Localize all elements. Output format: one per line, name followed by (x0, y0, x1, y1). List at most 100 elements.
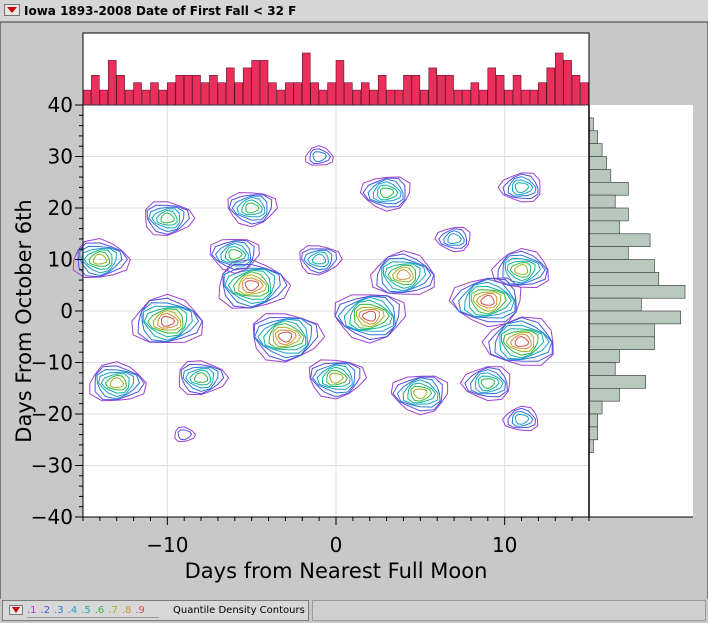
contour-line-18-1 (459, 366, 511, 402)
y-tick-label: −40 (31, 505, 73, 529)
contour-line-7-1 (370, 250, 435, 295)
contour-line-19-1 (502, 405, 539, 432)
legend-disclosure-triangle-icon[interactable] (9, 605, 23, 615)
contour-line-17-5 (407, 382, 437, 404)
top-histogram-bar (158, 89, 168, 106)
contour-line-5-8 (475, 292, 498, 309)
right-histogram-bar (588, 362, 616, 376)
contour-line-5-9 (480, 294, 495, 306)
contour-line-4-2 (334, 295, 400, 341)
contour-line-8-7 (92, 253, 108, 265)
contour-line-20-2 (309, 148, 332, 165)
y-tick-label: −10 (31, 351, 73, 375)
top-histogram-bar (217, 82, 227, 106)
top-histogram-bar (108, 60, 117, 106)
right-histogram-bar (588, 246, 629, 260)
contour-line-16-5 (321, 366, 351, 387)
contour-line-2-1 (218, 259, 292, 309)
contour-line-1-5 (143, 307, 188, 338)
top-histogram-bar (352, 89, 362, 106)
disclosure-triangle-icon[interactable] (4, 4, 20, 16)
contour-line-18-4 (474, 372, 504, 393)
top-histogram-bar (200, 82, 210, 106)
contour-line-14-4 (98, 371, 134, 398)
top-histogram-bar (436, 74, 446, 106)
top-histogram-bar (99, 89, 109, 106)
contour-line-1-6 (147, 308, 184, 334)
legend-label: Quantile Density Contours (173, 605, 305, 616)
contour-line-10-5 (241, 199, 263, 216)
right-histogram-bar (588, 259, 655, 273)
contour-line-13-2 (497, 250, 548, 286)
legend-level-2: .2 (40, 605, 51, 616)
right-histogram-bar (588, 169, 612, 183)
contour-line-7-5 (384, 263, 421, 289)
right-histogram-bar (588, 130, 598, 145)
contour-line-13-4 (504, 257, 541, 284)
legend-levels: .1.2.3.4.5.6.7.8.9 (27, 605, 149, 616)
contour-line-24-3 (443, 230, 465, 246)
contour-line-2-7 (238, 274, 268, 295)
contour-line-10-2 (228, 194, 273, 225)
right-histogram-bar (588, 413, 598, 428)
contour-line-11-1 (359, 176, 411, 212)
y-tick-label: −30 (31, 454, 73, 478)
contour-line-6-1 (481, 316, 554, 366)
contour-line-17-7 (413, 388, 428, 400)
legend-level-8: .8 (121, 605, 132, 616)
top-histogram-bar (377, 74, 387, 106)
contour-line-9-4 (151, 208, 181, 229)
contour-line-21-2 (177, 429, 193, 441)
top-histogram-bar (445, 74, 454, 106)
contour-line-1-3 (141, 302, 200, 343)
top-histogram-bar (428, 67, 437, 106)
top-histogram-bar (116, 74, 125, 106)
top-histogram-bar (529, 89, 539, 106)
x-axis-label: Days from Nearest Full Moon (185, 559, 488, 583)
contour-line-15-1 (178, 360, 230, 396)
contour-line-2-5 (227, 269, 272, 300)
y-tick-label: 0 (60, 299, 73, 323)
y-axis-label: Days From October 6th (12, 199, 36, 442)
contour-line-22-5 (311, 253, 327, 265)
contour-line-6-8 (510, 333, 532, 350)
contour-line-18-6 (480, 378, 495, 390)
contour-line-5-7 (472, 291, 502, 312)
right-histogram-bar (588, 156, 607, 170)
contour-legend[interactable]: .1.2.3.4.5.6.7.8.9 Quantile Density Cont… (2, 600, 309, 621)
legend-level-9: .9 (135, 605, 145, 616)
top-histogram-bar (462, 89, 471, 106)
top-histogram-bar (285, 82, 294, 106)
contour-line-6-6 (502, 330, 539, 356)
contour-line-3-9 (277, 331, 293, 343)
contour-line-9-1 (145, 201, 196, 237)
top-histogram-bar (419, 89, 429, 106)
contour-line-19-2 (507, 407, 537, 429)
window-title: Iowa 1893-2008 Date of First Fall < 32 F (24, 4, 297, 18)
contour-line-23-5 (224, 245, 247, 262)
contour-line-15-3 (182, 366, 219, 392)
y-tick-label: −20 (31, 402, 73, 426)
y-tick-label: 40 (48, 93, 73, 117)
contour-line-16-2 (310, 362, 361, 398)
contour-line-23-1 (209, 238, 260, 274)
contour-line-4-7 (355, 306, 385, 328)
contour-line-14-1 (89, 361, 147, 402)
right-histogram-bar (588, 220, 620, 235)
right-histogram-bar (588, 143, 603, 157)
right-histogram-bar (588, 233, 651, 248)
contour-line-7-7 (392, 266, 414, 283)
contour-line-1-9 (161, 315, 176, 327)
right-histogram-bar (588, 284, 686, 299)
contour-line-3-7 (272, 326, 302, 348)
contour-line-15-5 (189, 369, 212, 386)
contour-line-9-5 (155, 209, 178, 226)
top-histogram-bar (192, 74, 201, 106)
contour-line-14-6 (105, 374, 127, 391)
contour-line-14-5 (100, 373, 130, 394)
right-histogram-bar (588, 387, 620, 402)
top-histogram-bar (554, 52, 564, 106)
contour-line-17-2 (392, 376, 443, 412)
contour-line-8-1 (72, 237, 131, 279)
top-histogram-bar (394, 89, 404, 106)
